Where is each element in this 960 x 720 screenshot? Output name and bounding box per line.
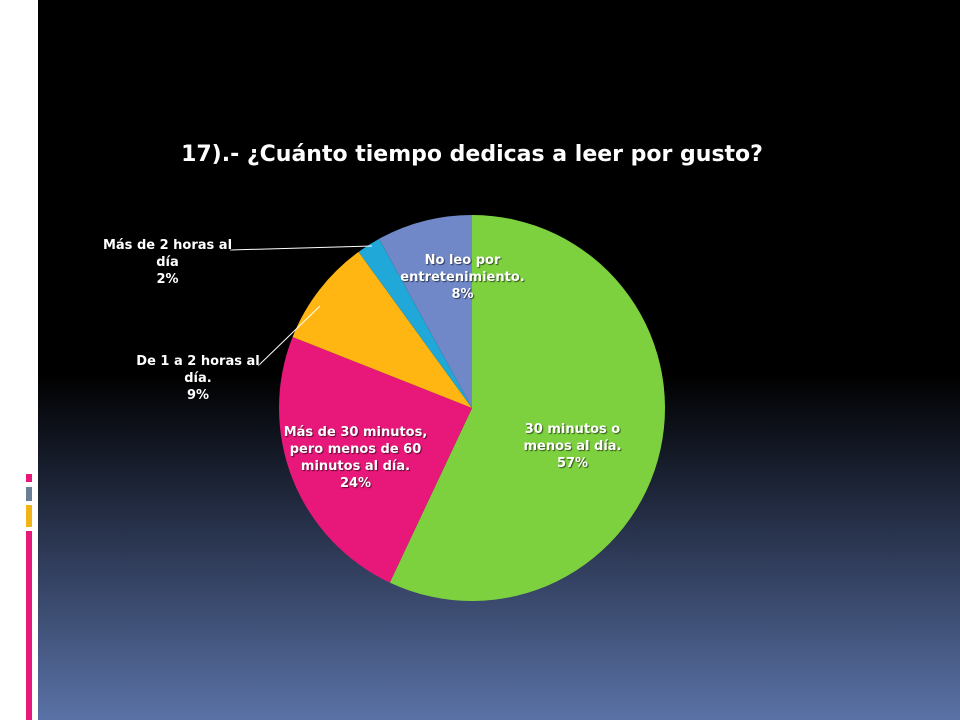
- data-label: 30 minutos o menos al día. 57%: [510, 421, 635, 472]
- leader-line: [229, 245, 373, 251]
- value-label: 8%: [451, 287, 474, 302]
- data-label: Más de 30 minutos, pero menos de 60 minu…: [283, 424, 428, 492]
- category-label: Más de 30 minutos, pero menos de 60 minu…: [283, 425, 428, 474]
- data-label: No leo por entretenimiento. 8%: [395, 252, 530, 303]
- side-bars: [26, 474, 32, 720]
- leader-lines: [229, 245, 373, 367]
- pie-slice: [279, 336, 472, 583]
- pie-slice: [379, 215, 472, 408]
- chart-title: 17).- ¿Cuánto tiempo dedicas a leer por …: [181, 142, 763, 167]
- value-label: 2%: [156, 272, 179, 287]
- category-label: 30 minutos o menos al día.: [523, 422, 622, 454]
- pie: [279, 215, 666, 601]
- category-label: No leo por entretenimiento.: [400, 253, 525, 285]
- category-label: De 1 a 2 horas al día.: [136, 354, 260, 386]
- pie-slice: [292, 251, 472, 408]
- value-label: 57%: [556, 456, 589, 471]
- data-label: Más de 2 horas al día 2%: [100, 237, 235, 288]
- value-label: 24%: [339, 476, 372, 491]
- corner-decoration: [20, 22, 38, 120]
- leader-line: [257, 305, 321, 367]
- pie-slice: [389, 215, 666, 601]
- pie-slice: [358, 238, 472, 408]
- value-label: 9%: [186, 388, 210, 403]
- data-label: De 1 a 2 horas al día. 9%: [128, 353, 268, 404]
- category-label: Más de 2 horas al día: [102, 238, 233, 270]
